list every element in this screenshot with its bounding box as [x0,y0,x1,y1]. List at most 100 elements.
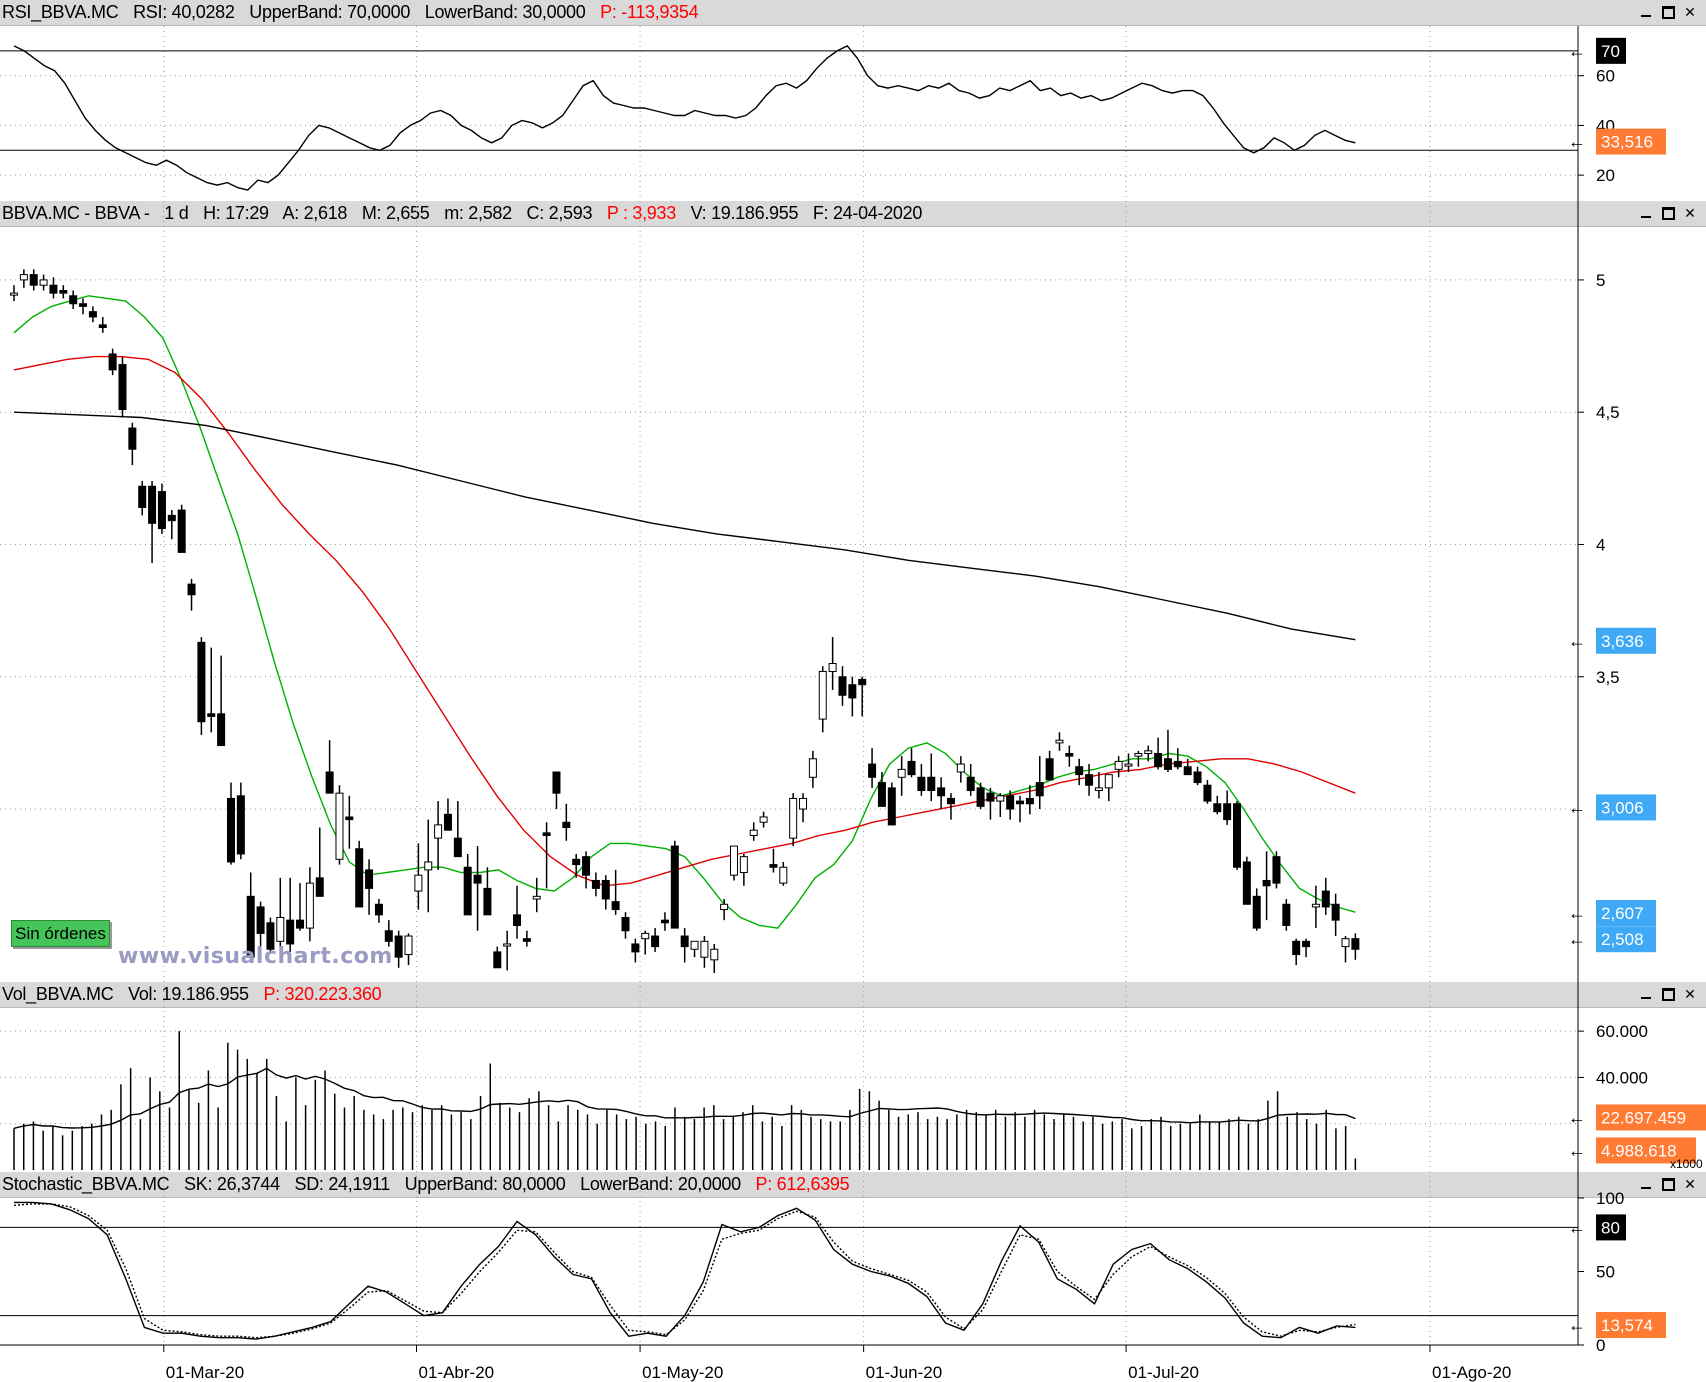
candle-body [542,832,551,836]
candle [1233,801,1242,870]
arrow-icon: ← [1568,1315,1586,1335]
candle-body [848,684,857,699]
candle-body [1085,774,1094,786]
candle-body [1272,856,1281,884]
candle [187,578,196,611]
candle [1213,795,1222,815]
candle-body [69,295,78,305]
candle [828,637,837,690]
candle-body [404,935,413,956]
candle-body [1292,940,1301,956]
candle-body [1025,797,1034,805]
candle-body [887,787,896,826]
value-tag-bg [1596,128,1666,155]
candle [157,483,166,534]
rsi-upper-band: UpperBand: 70,0000 [249,2,411,22]
candle-body [729,845,738,876]
candle [1252,888,1261,931]
stochastic-close-button[interactable]: ✕ [1684,1176,1696,1192]
candle-body [1173,760,1182,768]
candle-body [956,763,965,773]
candle-body [177,509,186,553]
y-tick-label: 4 [1596,535,1605,554]
rsi-p-value: P: -113,9354 [600,2,699,22]
candle [937,777,946,810]
candle-body [88,311,97,318]
y-tick-label: 100 [1596,1189,1624,1208]
candle-body [1114,760,1123,770]
y-tick-label: 20 [1596,166,1615,185]
candle [276,877,285,952]
candle-body [937,787,946,797]
rsi-close-button[interactable]: ✕ [1684,4,1696,20]
volume-p-value: P: 320.223.360 [263,984,382,1004]
candle [1242,856,1251,905]
candle-body [108,353,117,371]
volume-close-button[interactable]: ✕ [1684,986,1696,1002]
candle [1134,750,1143,767]
candle-body [1154,752,1163,768]
volume-multiplier: x1000 [1670,1157,1703,1171]
candle [927,753,936,802]
candle [887,782,896,826]
candle-body [621,917,630,932]
candle [1321,877,1330,915]
candle-body [10,292,18,296]
candle [365,859,374,915]
value-tag-bg [1596,900,1656,927]
candle-body [296,919,305,929]
candle [266,917,275,952]
candle [1203,779,1212,804]
candle-body [710,948,719,961]
candle-body [996,795,1005,802]
candle [799,793,808,823]
candle-body [365,869,374,889]
candle [138,480,147,516]
candle [1272,851,1281,889]
candle-body [1203,784,1212,802]
candle-body [1302,940,1311,948]
candle-body [868,763,877,778]
candle [680,928,689,963]
candle [1075,758,1084,786]
no-orders-button[interactable]: Sin órdenes [11,920,110,947]
price-symbol: BBVA.MC - BBVA - [2,203,150,223]
candle [838,666,847,706]
candle-body [226,797,235,863]
candle [848,676,857,717]
candle-body [532,895,541,900]
candle [739,854,748,886]
candle [710,943,719,974]
value-tag-text: 70 [1601,42,1620,61]
volume-symbol: Vol_BBVA.MC [2,984,114,1004]
candle-body [1262,879,1271,887]
candle-body [808,758,817,778]
price-close-button[interactable]: ✕ [1684,205,1696,221]
candle [966,764,975,796]
volume-avg-line [13,1067,1356,1129]
stoch-current-tag: ← 13,574 [1568,1312,1666,1339]
candle-body [1183,766,1192,776]
candle [108,348,117,376]
candle [513,885,522,939]
stoch-sk-line [14,1201,1356,1340]
candle-body [651,935,660,948]
candle-body [424,861,433,871]
candle-body [946,797,955,805]
candle-body [1045,758,1054,781]
price-date: F: 24-04-2020 [812,203,923,223]
stochastic-pane-header: Stochastic_BBVA.MC SK: 26,3744 SD: 24,19… [0,1172,1706,1198]
volume-pane-header: Vol_BBVA.MC Vol: 19.186.955 P: 320.223.3… [0,982,1706,1008]
sma10-tag: ← 2,607 [1568,900,1656,927]
candle [996,793,1005,817]
candle [39,274,48,291]
candle-body [315,877,324,897]
candle-body [1223,803,1232,821]
candle [394,930,403,968]
candle [1193,766,1202,786]
candle-body [19,274,28,281]
candle [1292,938,1301,966]
candle-body [1233,803,1242,868]
rsi-pane-header: RSI_BBVA.MC RSI: 40,0282 UpperBand: 70,0… [0,0,1706,26]
